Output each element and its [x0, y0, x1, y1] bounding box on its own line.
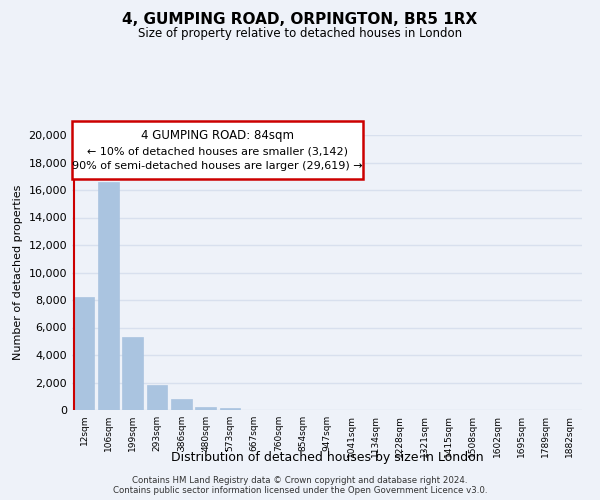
Text: Contains HM Land Registry data © Crown copyright and database right 2024.: Contains HM Land Registry data © Crown c… — [132, 476, 468, 485]
Bar — [220, 408, 240, 410]
Text: 90% of semi-detached houses are larger (29,619) →: 90% of semi-detached houses are larger (… — [72, 161, 363, 171]
Bar — [122, 337, 143, 410]
Text: Contains public sector information licensed under the Open Government Licence v3: Contains public sector information licen… — [113, 486, 487, 495]
Y-axis label: Number of detached properties: Number of detached properties — [13, 185, 23, 360]
Bar — [74, 297, 94, 410]
Text: Size of property relative to detached houses in London: Size of property relative to detached ho… — [138, 28, 462, 40]
Text: Distribution of detached houses by size in London: Distribution of detached houses by size … — [170, 451, 484, 464]
Text: ← 10% of detached houses are smaller (3,142): ← 10% of detached houses are smaller (3,… — [87, 146, 348, 156]
Text: 4 GUMPING ROAD: 84sqm: 4 GUMPING ROAD: 84sqm — [141, 130, 294, 142]
Bar — [98, 182, 119, 410]
Bar — [146, 385, 167, 410]
Bar — [195, 406, 216, 410]
Text: 4, GUMPING ROAD, ORPINGTON, BR5 1RX: 4, GUMPING ROAD, ORPINGTON, BR5 1RX — [122, 12, 478, 28]
Bar — [171, 399, 191, 410]
